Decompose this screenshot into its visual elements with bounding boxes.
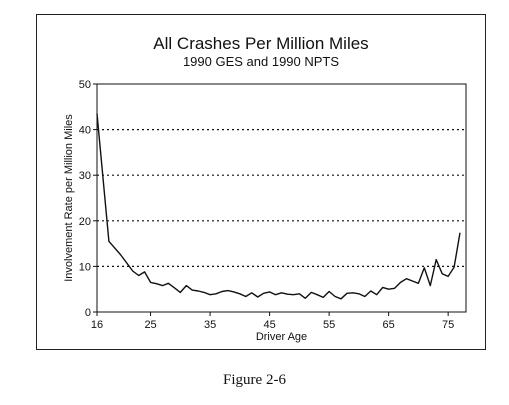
x-tick-label-75: 75 [442, 319, 454, 331]
axes [96, 83, 467, 313]
ticks: 0 10 20 30 40 50 16 25 35 45 55 65 75 [79, 79, 455, 331]
y-tick-label-30: 30 [79, 170, 91, 182]
y-tick-label-0: 0 [85, 307, 91, 319]
figure-caption: Figure 2-6 [223, 372, 286, 388]
x-tick-label-16: 16 [91, 319, 103, 331]
chart-frame [36, 14, 486, 350]
x-tick-label-65: 65 [383, 319, 395, 331]
y-axis-label: Involvement Rate per Million Miles [63, 114, 75, 282]
x-tick-label-25: 25 [144, 319, 156, 331]
x-tick-label-35: 35 [204, 319, 216, 331]
y-tick-label-40: 40 [79, 125, 91, 137]
plot-area-border [96, 83, 467, 313]
y-tick-label-20: 20 [79, 216, 91, 228]
x-tick-label-45: 45 [263, 319, 275, 331]
chart-title: All Crashes Per Million Miles [153, 34, 369, 53]
series-layer [96, 113, 461, 300]
series-line [96, 113, 461, 300]
gridlines [97, 129, 466, 267]
x-axis-label: Driver Age [256, 331, 307, 343]
x-tick-label-55: 55 [323, 319, 335, 331]
chart-subtitle: 1990 GES and 1990 NPTS [182, 54, 340, 69]
y-tick-label-10: 10 [79, 261, 91, 273]
y-tick-label-50: 50 [79, 79, 91, 91]
